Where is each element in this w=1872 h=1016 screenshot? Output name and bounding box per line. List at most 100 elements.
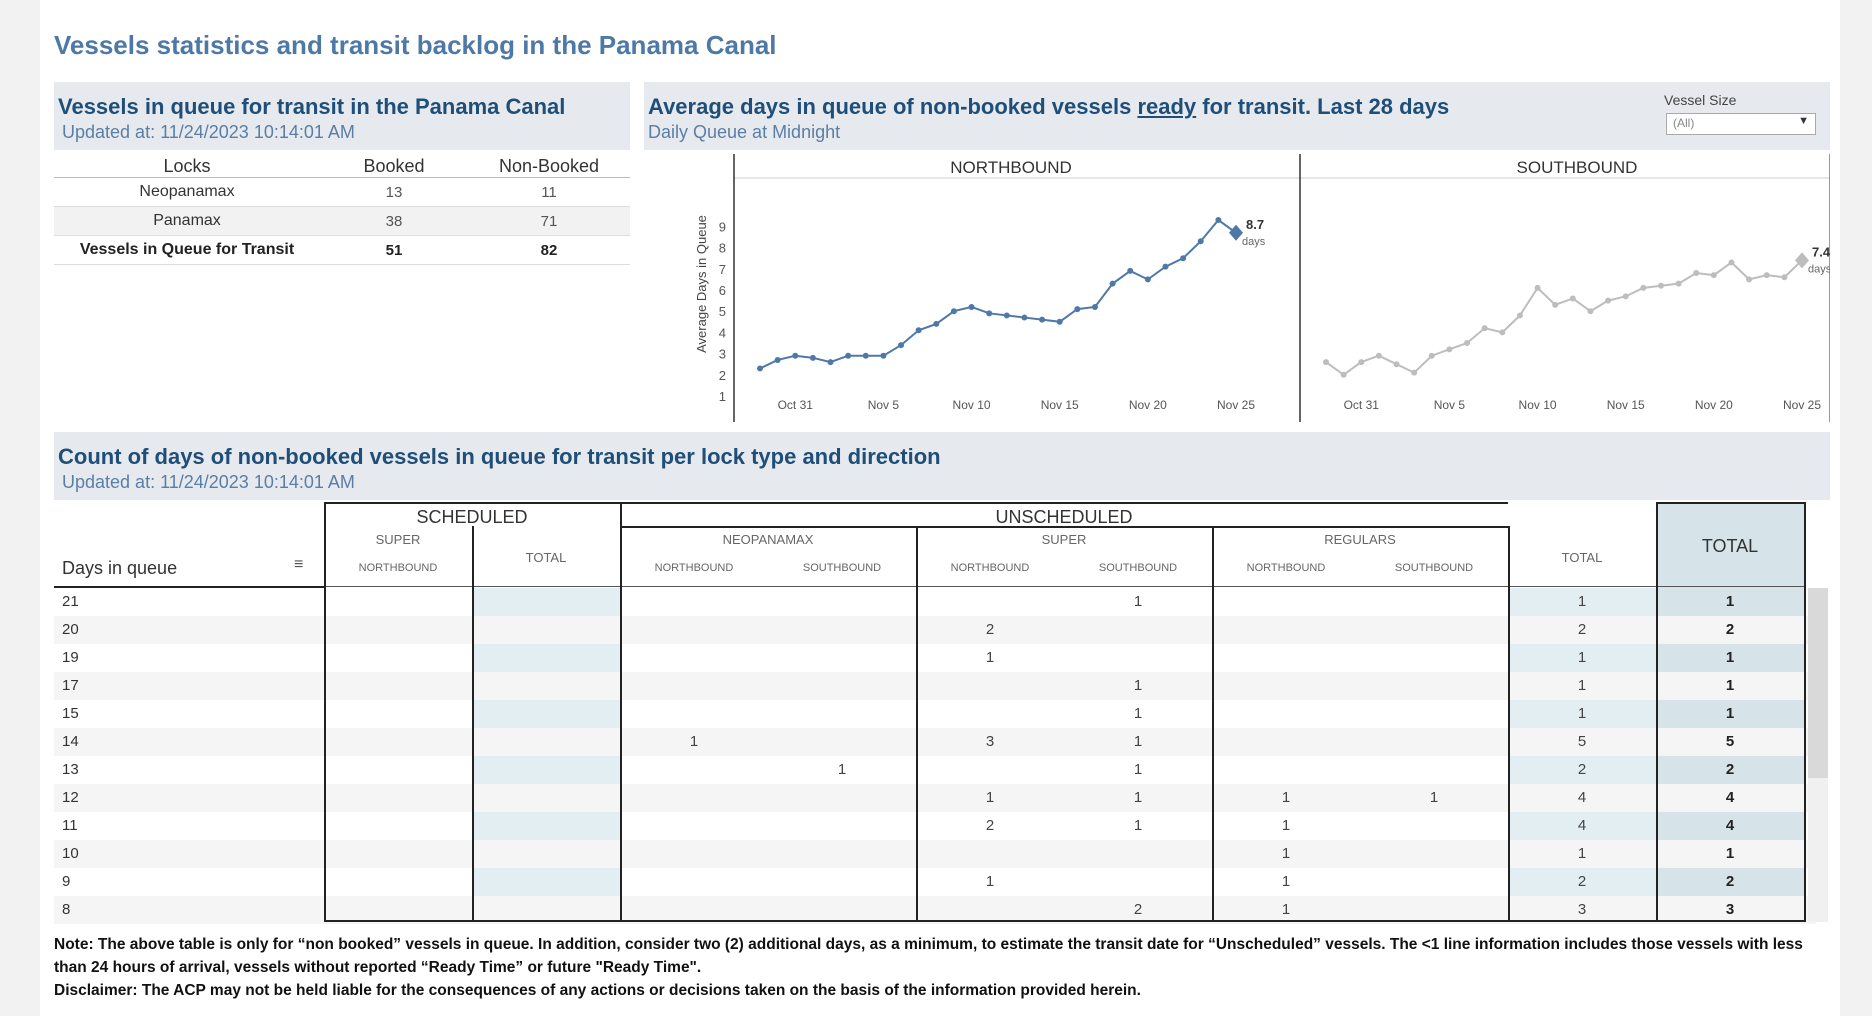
cell-u-tot: 1 [1577,593,1587,610]
cell-r-sb [1360,728,1508,756]
cell-s-tot [472,868,620,896]
vessel-size-dropdown[interactable]: (All) ▼ [1666,113,1816,135]
cell-n-sb [768,868,916,896]
series-line-0 [759,218,1237,370]
data-point [1144,276,1151,283]
count-panel-header: Count of days of non-booked vessels in q… [54,432,1830,500]
data-point [1021,314,1028,321]
cell-n-nb [620,616,768,644]
days-in-queue-value: 20 [62,621,79,638]
dashboard-page: Vessels statistics and transit backlog i… [40,0,1840,1016]
data-point [1675,280,1682,287]
divider [324,502,326,922]
divider [1804,502,1806,922]
data-point [1393,361,1400,368]
x-tick-label: Oct 31 [1344,398,1380,412]
cell-n-nb [620,644,768,672]
data-point [1091,303,1098,310]
table-row[interactable]: 19 1 1 1 [54,644,1816,672]
data-point [1657,282,1664,289]
booked-value: 51 [385,241,403,259]
table-row[interactable]: 20 2 2 2 [54,616,1816,644]
days-in-queue-value: 19 [62,649,79,666]
y-tick-label: 8 [719,241,726,256]
table-row[interactable]: 17 1 1 1 [54,672,1816,700]
divider [1508,526,1510,922]
cell-r-sb [1360,672,1508,700]
header-scheduled-total: TOTAL [525,550,567,565]
data-point [774,356,781,363]
table-row[interactable]: 11 2 1 1 4 4 [54,812,1816,840]
cell-su-nb: 1 [985,873,995,890]
data-point [1622,293,1629,300]
cell-s-nb [324,840,472,868]
cell-r-nb: 1 [1281,817,1291,834]
queue-panel-updated: Updated at: 11/24/2023 10:14:01 AM [62,122,355,142]
table-row[interactable]: Panamax 38 71 [54,207,630,236]
chart-title-underlined: ready [1137,94,1197,119]
cell-su-sb [1064,868,1212,896]
cell-s-tot [472,588,620,616]
divider [54,586,324,588]
table-row[interactable]: Neopanamax 13 11 [54,178,630,207]
col-header-locks: Locks [163,156,211,176]
cell-total: 4 [1725,817,1735,834]
cell-u-tot: 4 [1577,789,1587,806]
y-tick-label: 3 [719,347,726,362]
x-tick-label: Nov 5 [1434,398,1466,412]
table-row[interactable]: 21 1 1 1 [54,588,1816,616]
table-row[interactable]: 14 1 3 1 5 5 [54,728,1816,756]
y-tick-label: 9 [719,219,726,234]
data-point [827,359,834,366]
page-title: Vessels statistics and transit backlog i… [54,30,777,60]
x-tick-label: Nov 25 [1783,398,1821,412]
cell-s-nb [324,868,472,896]
non-booked-value: 82 [540,241,558,259]
cell-r-nb: 1 [1281,845,1291,862]
cell-n-nb [620,812,768,840]
cell-u-tot: 2 [1577,621,1587,638]
chart-title-post: for transit. Last 28 days [1196,94,1450,119]
cell-su-nb [916,756,1064,784]
x-tick-label: Nov 10 [953,398,991,412]
header-total: TOTAL [1701,536,1759,556]
cell-u-tot: 1 [1577,677,1587,694]
cell-u-tot: 1 [1577,845,1587,862]
days-count-table: SCHEDULED UNSCHEDULED SUPER TOTAL NEOPAN… [54,502,1828,924]
data-point [1481,325,1488,332]
table-row[interactable]: 13 1 1 2 2 [54,756,1816,784]
data-point [986,310,993,317]
days-in-queue-value: 10 [62,845,79,862]
cell-su-nb: 1 [985,649,995,666]
data-point [1446,346,1453,353]
table-row[interactable]: 9 1 1 2 2 [54,868,1816,896]
scrollbar-track[interactable] [1808,588,1828,922]
table-row[interactable]: 10 1 1 1 [54,840,1816,868]
cell-s-nb [324,756,472,784]
data-point [1003,312,1010,319]
cell-s-tot [472,616,620,644]
cell-s-nb [324,700,472,728]
chart-panel-title: Average days in queue of non-booked vess… [648,94,1449,120]
data-point [1056,318,1063,325]
lock-name: Vessels in Queue for Transit [79,241,295,258]
data-point [1605,297,1612,304]
sort-icon[interactable]: ≡ [294,556,304,573]
table-row[interactable]: 8 2 1 3 3 [54,896,1816,924]
table-row[interactable]: 12 1 1 1 1 4 4 [54,784,1816,812]
cell-u-tot: 2 [1577,761,1587,778]
data-point [809,354,816,361]
x-tick-label: Nov 25 [1217,398,1255,412]
last-value-label: 8.7 [1246,217,1264,232]
scrollbar-thumb[interactable] [1808,588,1828,778]
cell-su-nb [916,700,1064,728]
table-row[interactable]: 15 1 1 1 [54,700,1816,728]
cell-s-tot [472,756,620,784]
table-row-total[interactable]: Vessels in Queue for Transit 51 82 [54,236,630,265]
y-tick-label: 6 [719,283,726,298]
cell-n-sb [768,700,916,728]
data-point [792,352,799,359]
cell-su-sb: 1 [1133,789,1143,806]
cell-su-sb: 1 [1133,677,1143,694]
data-point [1569,295,1576,302]
